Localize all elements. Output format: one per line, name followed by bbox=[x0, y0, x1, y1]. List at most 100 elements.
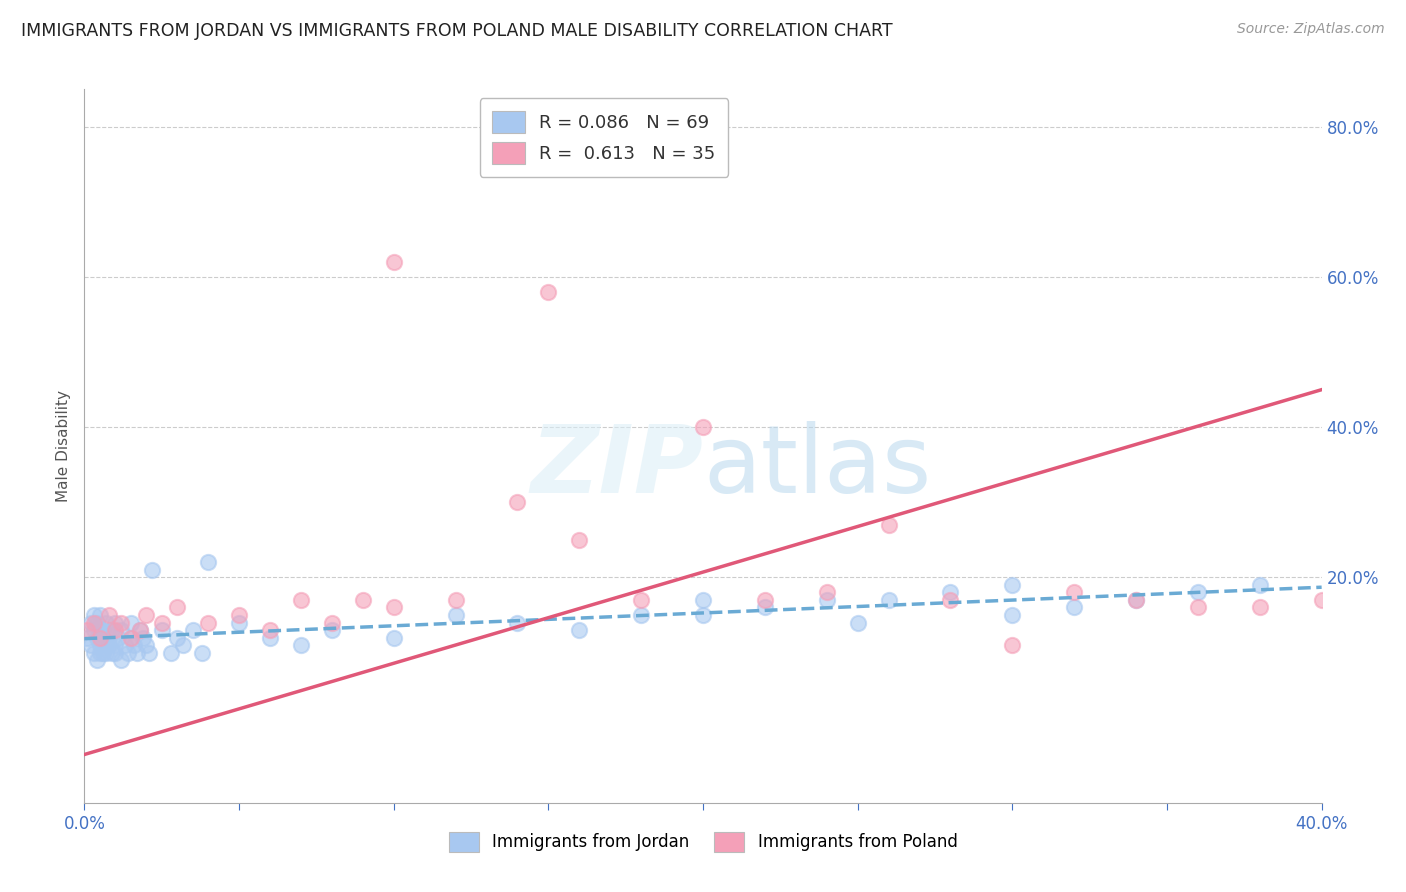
Point bbox=[506, 615, 529, 630]
Point bbox=[1187, 585, 1209, 599]
Point bbox=[150, 623, 173, 637]
Point bbox=[86, 631, 108, 645]
Point bbox=[86, 615, 108, 630]
Point bbox=[506, 495, 529, 509]
Point bbox=[815, 593, 838, 607]
Point bbox=[101, 646, 124, 660]
Point bbox=[135, 607, 157, 622]
Point bbox=[89, 646, 111, 660]
Point bbox=[129, 623, 152, 637]
Point bbox=[89, 638, 111, 652]
Point bbox=[104, 646, 127, 660]
Point bbox=[754, 593, 776, 607]
Point bbox=[352, 593, 374, 607]
Point bbox=[197, 556, 219, 570]
Point bbox=[76, 631, 98, 645]
Point bbox=[191, 646, 214, 660]
Point bbox=[877, 517, 900, 532]
Point bbox=[104, 623, 127, 637]
Point bbox=[1125, 593, 1147, 607]
Point bbox=[290, 593, 312, 607]
Point bbox=[98, 638, 121, 652]
Text: atlas: atlas bbox=[703, 421, 931, 514]
Point bbox=[120, 615, 142, 630]
Point bbox=[181, 623, 204, 637]
Point bbox=[228, 615, 250, 630]
Point bbox=[228, 607, 250, 622]
Point bbox=[94, 615, 117, 630]
Point bbox=[321, 615, 343, 630]
Point bbox=[939, 585, 962, 599]
Point bbox=[290, 638, 312, 652]
Point bbox=[692, 420, 714, 434]
Point bbox=[1001, 607, 1024, 622]
Point bbox=[259, 631, 281, 645]
Point bbox=[91, 623, 114, 637]
Point bbox=[94, 646, 117, 660]
Text: IMMIGRANTS FROM JORDAN VS IMMIGRANTS FROM POLAND MALE DISABILITY CORRELATION CHA: IMMIGRANTS FROM JORDAN VS IMMIGRANTS FRO… bbox=[21, 22, 893, 40]
Point bbox=[939, 593, 962, 607]
Point bbox=[104, 615, 127, 630]
Point bbox=[382, 600, 405, 615]
Point bbox=[125, 646, 148, 660]
Point bbox=[259, 623, 281, 637]
Point bbox=[877, 593, 900, 607]
Point bbox=[89, 607, 111, 622]
Point bbox=[101, 623, 124, 637]
Point bbox=[150, 615, 173, 630]
Point bbox=[91, 631, 114, 645]
Point bbox=[692, 593, 714, 607]
Point bbox=[79, 638, 101, 652]
Point bbox=[83, 607, 105, 622]
Point bbox=[129, 623, 152, 637]
Point bbox=[160, 646, 183, 660]
Point bbox=[110, 615, 132, 630]
Point bbox=[89, 623, 111, 637]
Point bbox=[86, 653, 108, 667]
Point bbox=[444, 607, 467, 622]
Point bbox=[846, 615, 869, 630]
Point bbox=[135, 638, 157, 652]
Point bbox=[107, 631, 129, 645]
Point bbox=[132, 631, 155, 645]
Point bbox=[91, 646, 114, 660]
Point bbox=[94, 638, 117, 652]
Text: Source: ZipAtlas.com: Source: ZipAtlas.com bbox=[1237, 22, 1385, 37]
Point bbox=[120, 631, 142, 645]
Point bbox=[630, 607, 652, 622]
Point bbox=[568, 623, 591, 637]
Point bbox=[1125, 593, 1147, 607]
Point bbox=[1001, 578, 1024, 592]
Point bbox=[83, 623, 105, 637]
Point bbox=[197, 615, 219, 630]
Point bbox=[138, 646, 160, 660]
Point bbox=[692, 607, 714, 622]
Point bbox=[83, 615, 105, 630]
Y-axis label: Male Disability: Male Disability bbox=[56, 390, 72, 502]
Point bbox=[76, 623, 98, 637]
Point bbox=[122, 638, 145, 652]
Point bbox=[321, 623, 343, 637]
Point bbox=[89, 631, 111, 645]
Point bbox=[754, 600, 776, 615]
Point bbox=[1001, 638, 1024, 652]
Point bbox=[166, 631, 188, 645]
Point bbox=[141, 563, 163, 577]
Point bbox=[382, 255, 405, 269]
Point bbox=[382, 631, 405, 645]
Point bbox=[83, 646, 105, 660]
Point bbox=[1310, 593, 1333, 607]
Point bbox=[1249, 578, 1271, 592]
Point bbox=[79, 615, 101, 630]
Point bbox=[537, 285, 560, 299]
Point bbox=[166, 600, 188, 615]
Point bbox=[815, 585, 838, 599]
Point bbox=[568, 533, 591, 547]
Point bbox=[172, 638, 194, 652]
Point bbox=[98, 631, 121, 645]
Point bbox=[1187, 600, 1209, 615]
Point bbox=[1063, 585, 1085, 599]
Point bbox=[110, 623, 132, 637]
Text: ZIP: ZIP bbox=[530, 421, 703, 514]
Point bbox=[110, 653, 132, 667]
